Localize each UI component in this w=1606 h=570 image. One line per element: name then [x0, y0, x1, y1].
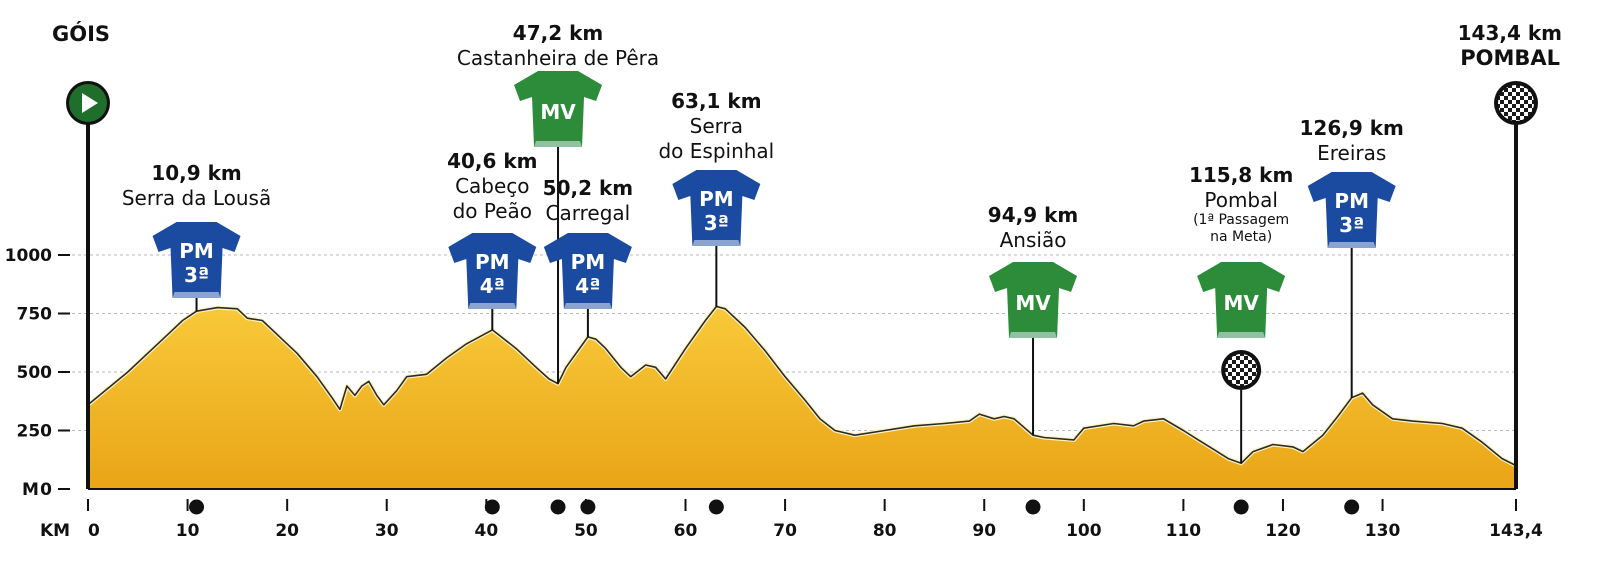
x-tick-label: 100 — [1066, 521, 1102, 541]
km-marker-dot — [1025, 499, 1041, 515]
jersey-hem — [1009, 332, 1058, 338]
jersey-body — [1197, 262, 1286, 338]
play-icon — [82, 93, 98, 113]
point-name: do Peão — [453, 199, 532, 223]
x-tick-label: 130 — [1365, 521, 1401, 541]
jersey-body — [1307, 172, 1396, 248]
x-tick-label: 40 — [474, 521, 498, 541]
checkered-flag-icon — [1225, 354, 1258, 386]
jersey-body — [672, 170, 761, 246]
jersey-label: MV — [1015, 291, 1051, 315]
jersey-hem — [468, 303, 517, 309]
km-marker-dot — [1344, 499, 1360, 515]
point-name: do Espinhal — [658, 139, 774, 163]
finish-name: POMBAL — [1460, 46, 1560, 70]
point-name: Serra — [690, 114, 743, 138]
km-marker-dot — [484, 499, 500, 515]
x-tick-label: 110 — [1166, 521, 1202, 541]
jersey-label: PM — [699, 187, 734, 211]
jersey-category: 4ª — [480, 274, 505, 298]
x-axis-unit-label: KM — [40, 521, 70, 541]
x-tick-label: 60 — [674, 521, 698, 541]
km-marker-dot — [1233, 499, 1249, 515]
jersey-label: PM — [179, 239, 214, 263]
point-km-label: 126,9 km — [1300, 116, 1404, 140]
jersey-body — [514, 71, 603, 147]
jersey-hem — [172, 292, 221, 298]
y-tick-label: 0 — [40, 480, 52, 500]
finish-flag-icon — [1498, 85, 1534, 121]
km-marker-dot — [580, 499, 596, 515]
jersey-category: 3ª — [184, 263, 209, 287]
y-axis-unit-label: M — [22, 480, 39, 500]
point-km-label: 40,6 km — [447, 149, 537, 173]
point-note: na Meta) — [1210, 229, 1272, 245]
x-tick-label: 50 — [574, 521, 598, 541]
jersey-label: PM — [1334, 189, 1369, 213]
x-tick-label: 90 — [972, 521, 996, 541]
jersey-category: 3ª — [704, 211, 729, 235]
elevation-outline — [87, 305, 1517, 467]
point-name: Ereiras — [1317, 141, 1386, 165]
y-tick-label: 750 — [17, 305, 53, 325]
x-tick-label: 120 — [1265, 521, 1301, 541]
point-km-label: 94,9 km — [988, 203, 1078, 227]
point-km-label: 115,8 km — [1189, 163, 1293, 187]
jersey-label: PM — [571, 250, 606, 274]
point-km-label: 10,9 km — [151, 161, 241, 185]
x-tick-label: 0 — [88, 521, 100, 541]
point-name: Cabeço — [455, 174, 529, 198]
jersey-label: MV — [540, 100, 576, 124]
jersey-hem — [1327, 242, 1376, 248]
y-tick-label: 250 — [17, 422, 53, 442]
sprint-jersey-icon: MV — [514, 71, 603, 147]
km-marker-dot — [708, 499, 724, 515]
jersey-body — [152, 222, 241, 298]
jersey-body — [448, 233, 537, 309]
x-tick-label: 30 — [375, 521, 399, 541]
jersey-category: 3ª — [1339, 213, 1364, 237]
jersey-body — [543, 233, 632, 309]
x-tick-label: 20 — [275, 521, 299, 541]
x-tick-label: 143,4 — [1489, 521, 1543, 541]
jersey-hem — [534, 141, 583, 147]
jersey-hem — [692, 240, 741, 246]
x-tick-label: 70 — [773, 521, 797, 541]
point-name: Carregal — [546, 201, 631, 225]
finish-km: 143,4 km — [1458, 21, 1562, 45]
point-km-label: 50,2 km — [543, 176, 633, 200]
point-note: (1ª Passagem — [1193, 212, 1289, 228]
point-km-label: 63,1 km — [671, 89, 761, 113]
jersey-category: 4ª — [575, 274, 600, 298]
point-km-label: 47,2 km — [513, 21, 603, 45]
sprint-jersey-icon: MV — [1197, 262, 1286, 338]
point-name: Castanheira de Pêra — [457, 46, 659, 70]
start-name: GÓIS — [52, 21, 110, 46]
km-marker-dot — [189, 499, 205, 515]
y-tick-label: 500 — [17, 363, 53, 383]
jersey-body — [989, 262, 1078, 338]
point-name: Ansião — [1000, 228, 1067, 252]
x-tick-label: 80 — [873, 521, 897, 541]
jersey-label: MV — [1223, 291, 1259, 315]
y-tick-label: 1000 — [5, 246, 52, 266]
sprint-jersey-icon: MV — [989, 262, 1078, 338]
point-name: Serra da Lousã — [122, 186, 271, 210]
point-name: Pombal — [1204, 188, 1278, 212]
jersey-label: PM — [475, 250, 510, 274]
jersey-hem — [1217, 332, 1266, 338]
x-tick-label: 10 — [176, 521, 200, 541]
elevation-area — [86, 304, 1517, 489]
jersey-hem — [563, 303, 612, 309]
km-marker-dot — [550, 499, 566, 515]
